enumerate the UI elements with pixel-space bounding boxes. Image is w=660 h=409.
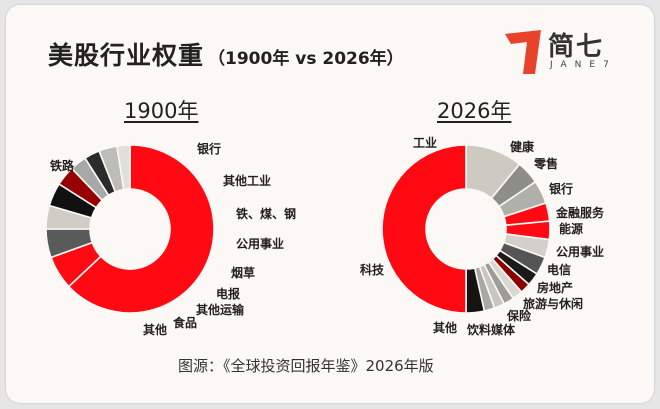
slice-label-1-7: 电信: [547, 262, 571, 277]
title-main: 美股行业权重: [48, 41, 205, 70]
slice-label-0-5: 烟草: [231, 265, 255, 280]
slice-label-1-9: 旅游与休闲: [523, 296, 583, 311]
slice-label-1-12: 饮料: [466, 322, 491, 337]
slice-label-0-0: 铁路: [50, 158, 75, 173]
slice-label-0-4: 公用事业: [236, 236, 284, 251]
slice-label-1-5: 能源: [559, 221, 583, 236]
slice-label-1-6: 公用事业: [556, 244, 604, 259]
slice-label-0-9: 其他: [143, 322, 167, 337]
slice-label-1-13: 其他: [433, 320, 457, 335]
slice-label-1-3: 银行: [549, 181, 573, 196]
slice-1-14: [381, 144, 467, 314]
brand-logo-icon: [505, 30, 541, 74]
slice-label-0-7: 其他运输: [196, 302, 245, 317]
chart-title-1900: 1900年: [124, 99, 199, 123]
slice-label-1-14: 科技: [360, 262, 385, 277]
slice-label-1-11: 媒体: [491, 322, 516, 337]
donut-1: [381, 144, 551, 314]
slice-label-0-3: 铁、煤、钢: [236, 206, 296, 221]
slice-label-0-6: 电报: [216, 286, 240, 301]
slice-label-0-1: 银行: [197, 141, 221, 156]
slice-label-1-8: 房地产: [537, 280, 573, 295]
slice-label-0-8: 食品: [172, 315, 197, 330]
donut-0: [45, 144, 215, 314]
slice-label-0-2: 其他工业: [223, 173, 271, 188]
slice-0-9: [115, 144, 131, 191]
title-subtitle: （1900年 vs 2026年）: [208, 49, 404, 69]
brand-name: 简七: [548, 32, 605, 62]
chart-title-2026: 2026年: [437, 99, 512, 123]
page-title: 美股行业权重 （1900年 vs 2026年）: [48, 36, 404, 72]
slice-label-1-2: 零售: [533, 156, 558, 171]
source-caption: 图源：《全球投资回报年鉴》2026年版: [178, 357, 434, 375]
slice-label-1-10: 保险: [506, 308, 532, 323]
slice-label-1-1: 健康: [510, 139, 535, 154]
slice-label-1-4: 金融服务: [555, 205, 605, 220]
brand-subname: JANE7: [550, 60, 617, 70]
slice-0-0: [67, 144, 215, 314]
slice-label-1-0: 工业: [413, 135, 437, 150]
